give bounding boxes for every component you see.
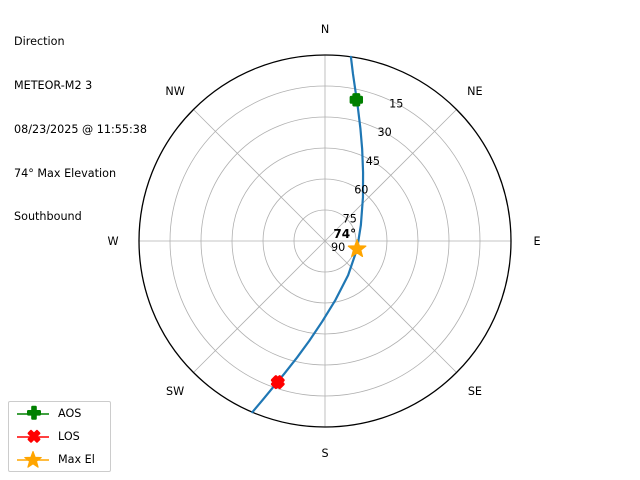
legend-item-aos: AOS bbox=[9, 402, 110, 425]
elevation-tick-label: 75 bbox=[343, 212, 357, 225]
legend-label-los: LOS bbox=[58, 430, 80, 443]
elevation-tick-label: 60 bbox=[354, 184, 368, 197]
polar-grid bbox=[138, 54, 512, 428]
star-marker-icon bbox=[14, 450, 52, 470]
max-elevation-annotation: 74° bbox=[333, 227, 356, 241]
elevation-tick-labels: 15 30 45 60 75 90 bbox=[331, 97, 403, 254]
pass-info-line-max-elevation: 74° Max Elevation bbox=[14, 166, 117, 180]
pass-info-line-datetime: 08/23/2025 @ 11:55:38 bbox=[14, 122, 148, 136]
legend-box: AOS LOS Max El bbox=[8, 401, 111, 472]
legend-item-maxel: Max El bbox=[9, 448, 110, 471]
pass-event-markers bbox=[270, 93, 367, 389]
x-marker-icon bbox=[14, 427, 52, 447]
compass-label: SE bbox=[468, 385, 482, 398]
legend-label-aos: AOS bbox=[58, 407, 82, 420]
legend-item-los: LOS bbox=[9, 425, 110, 448]
max-elevation-text: 74° bbox=[333, 227, 356, 241]
elevation-tick-label: 90 bbox=[331, 241, 345, 254]
pass-info-line-satellite: METEOR-M2 3 bbox=[14, 78, 93, 92]
compass-label: W bbox=[107, 235, 118, 248]
compass-label: SW bbox=[166, 385, 184, 398]
pass-info-line-heading: Southbound bbox=[14, 210, 82, 224]
plus-marker-icon bbox=[14, 404, 52, 424]
pass-info-line-direction: Direction bbox=[14, 35, 65, 49]
pass-info-block: Direction METEOR-M2 3 08/23/2025 @ 11:55… bbox=[14, 6, 147, 254]
compass-direction-labels: N NE E SE S SW W NW bbox=[107, 23, 540, 460]
legend-label-maxel: Max El bbox=[58, 453, 95, 466]
elevation-tick-label: 15 bbox=[389, 97, 403, 110]
compass-label: NW bbox=[165, 85, 184, 98]
elevation-tick-label: 45 bbox=[366, 155, 380, 168]
compass-label: S bbox=[321, 447, 328, 460]
compass-label: E bbox=[533, 235, 540, 248]
elevation-tick-label: 30 bbox=[378, 126, 392, 139]
compass-label: N bbox=[321, 23, 329, 36]
compass-label: NE bbox=[467, 85, 482, 98]
